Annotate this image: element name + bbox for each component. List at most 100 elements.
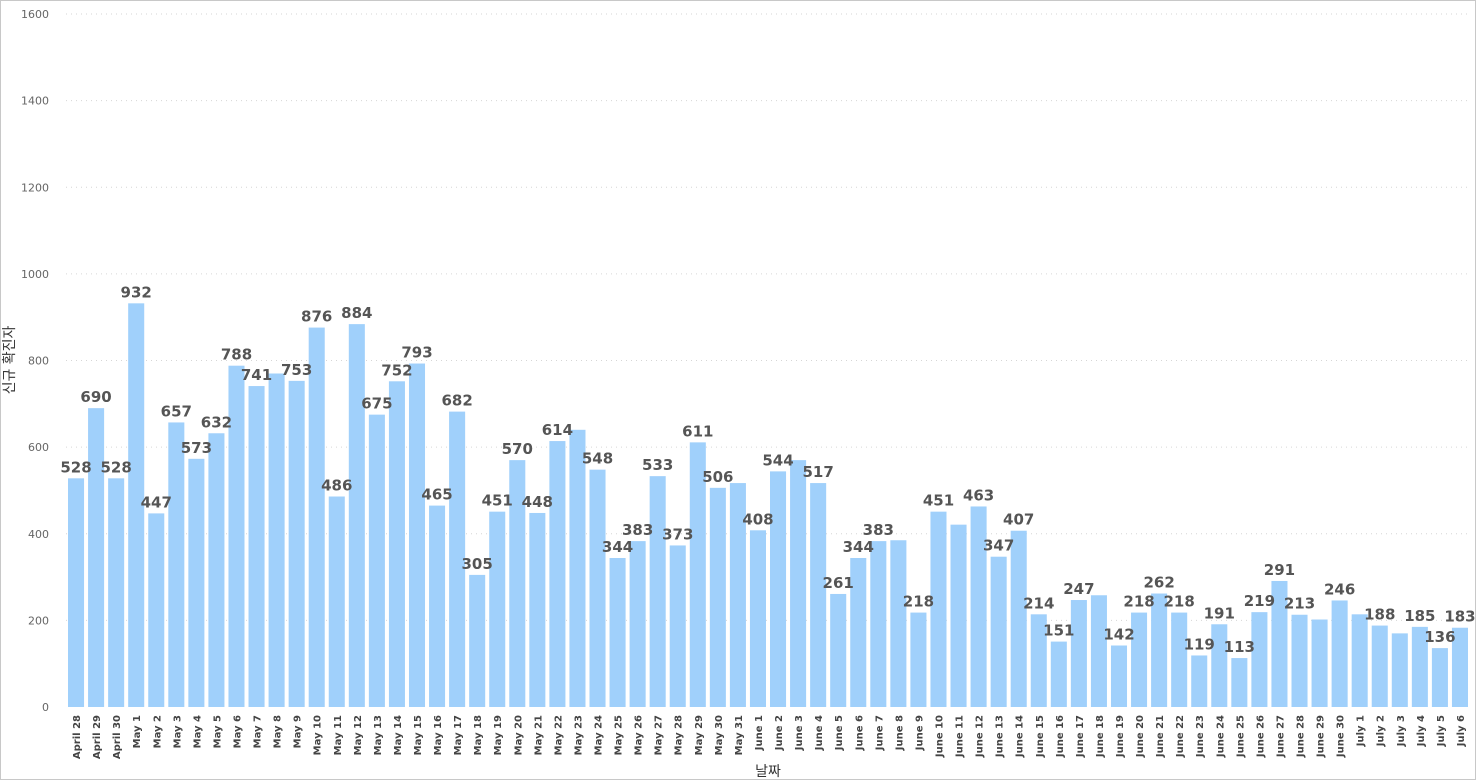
y-tick-label: 400 <box>28 528 49 541</box>
x-tick-label: May 22 <box>553 715 564 755</box>
bar[interactable] <box>729 483 746 707</box>
bar[interactable] <box>890 540 907 707</box>
data-label: 486 <box>321 477 352 495</box>
bar[interactable] <box>950 524 967 707</box>
bar[interactable] <box>709 487 726 707</box>
x-tick-label: May 4 <box>192 715 203 748</box>
x-tick-label: July 5 <box>1436 715 1447 747</box>
bar[interactable] <box>529 512 546 707</box>
bar[interactable] <box>689 442 706 707</box>
bar[interactable] <box>449 411 466 707</box>
bar[interactable] <box>549 441 566 707</box>
bar[interactable] <box>910 612 927 707</box>
x-tick-label: June 21 <box>1155 715 1166 758</box>
bar[interactable] <box>489 511 506 707</box>
y-axis-ticks: 0 200 400 600 800 1000 1200 1400 1600 <box>21 8 49 714</box>
bar[interactable] <box>1391 633 1408 707</box>
bar[interactable] <box>649 476 666 707</box>
bar[interactable] <box>850 558 867 707</box>
data-label: 183 <box>1444 608 1475 626</box>
bar[interactable] <box>1291 614 1308 707</box>
bar[interactable] <box>388 381 405 707</box>
x-axis-title: 날짜 <box>755 764 781 780</box>
bar[interactable] <box>128 303 145 707</box>
bar[interactable] <box>248 386 265 707</box>
bar[interactable] <box>1131 612 1148 707</box>
bar[interactable] <box>870 541 887 707</box>
bar[interactable] <box>930 511 947 707</box>
bar[interactable] <box>288 380 305 707</box>
data-label: 657 <box>161 402 192 420</box>
bar[interactable] <box>509 460 526 707</box>
bar[interactable] <box>830 593 847 707</box>
bar[interactable] <box>408 363 426 707</box>
bar[interactable] <box>990 556 1007 707</box>
bar[interactable] <box>88 408 105 707</box>
bar[interactable] <box>1110 645 1128 707</box>
x-tick-label: April 28 <box>72 715 83 759</box>
bar[interactable] <box>1331 600 1348 707</box>
bars <box>68 303 1468 707</box>
bar[interactable] <box>1030 614 1047 707</box>
data-label: 262 <box>1143 574 1174 592</box>
bar[interactable] <box>1151 593 1168 707</box>
bar[interactable] <box>308 327 325 707</box>
bar[interactable] <box>1211 624 1228 707</box>
bar[interactable] <box>469 574 486 707</box>
bar[interactable] <box>1371 625 1388 707</box>
bar[interactable] <box>68 478 85 707</box>
data-label: 447 <box>141 493 172 511</box>
bar[interactable] <box>629 541 646 707</box>
data-label: 373 <box>662 525 693 543</box>
bar[interactable] <box>1010 530 1027 707</box>
bar[interactable] <box>1451 627 1468 707</box>
y-tick-label: 1200 <box>21 181 49 194</box>
bar[interactable] <box>770 471 787 707</box>
bar[interactable] <box>609 558 626 707</box>
bar[interactable] <box>1171 612 1188 707</box>
x-tick-label: June 23 <box>1195 715 1206 758</box>
bar[interactable] <box>970 506 987 707</box>
bar[interactable] <box>1231 658 1248 707</box>
bar[interactable] <box>1431 648 1448 707</box>
bar[interactable] <box>790 460 807 707</box>
bar[interactable] <box>368 414 385 707</box>
bar[interactable] <box>268 373 285 707</box>
x-tick-label: April 30 <box>112 715 123 759</box>
y-tick-label: 1600 <box>21 8 49 21</box>
bar[interactable] <box>1191 655 1208 707</box>
x-tick-label: June 22 <box>1175 715 1186 758</box>
bar[interactable] <box>1271 580 1288 707</box>
bar[interactable] <box>589 469 606 707</box>
bar[interactable] <box>208 433 225 707</box>
bar[interactable] <box>108 478 125 707</box>
data-label: 533 <box>642 456 673 474</box>
bar[interactable] <box>429 505 446 707</box>
bar[interactable] <box>168 422 185 707</box>
bar[interactable] <box>1411 626 1428 707</box>
bar[interactable] <box>669 545 686 707</box>
x-tick-label: June 1 <box>754 715 765 751</box>
bar[interactable] <box>228 365 245 707</box>
bar[interactable] <box>1090 595 1107 707</box>
x-tick-label: May 28 <box>674 715 685 755</box>
x-tick-label: May 13 <box>373 715 384 755</box>
bar[interactable] <box>1311 619 1328 707</box>
bar[interactable] <box>810 483 827 707</box>
bar[interactable] <box>1251 612 1268 707</box>
x-tick-label: May 6 <box>232 715 243 748</box>
bar[interactable] <box>1070 600 1087 707</box>
bar[interactable] <box>328 496 345 707</box>
bar[interactable] <box>1050 641 1067 707</box>
x-tick-label: June 18 <box>1095 715 1106 758</box>
bar[interactable] <box>749 530 766 707</box>
x-tick-label: May 21 <box>533 715 544 755</box>
x-tick-label: June 8 <box>894 715 905 751</box>
bar[interactable] <box>569 429 586 707</box>
bar[interactable] <box>148 513 165 707</box>
bar[interactable] <box>188 458 205 707</box>
bar[interactable] <box>348 324 365 707</box>
x-tick-label: June 14 <box>1015 715 1026 758</box>
bar[interactable] <box>1351 614 1368 707</box>
